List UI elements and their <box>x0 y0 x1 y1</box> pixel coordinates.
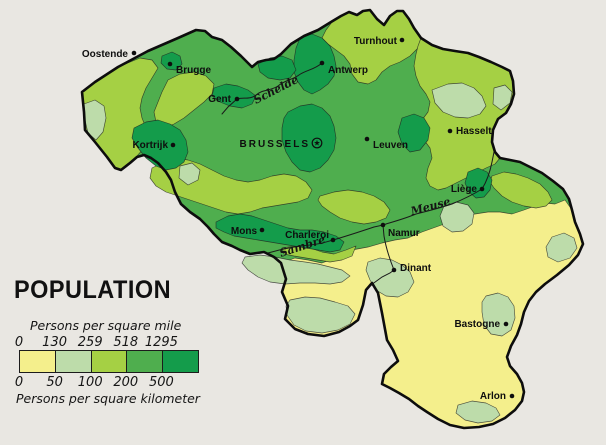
legend-swatch-4 <box>162 351 198 372</box>
tick-mile-0: 0 <box>14 335 24 350</box>
river-meuse <box>370 151 495 286</box>
city-dot-oostende <box>131 50 137 56</box>
city-dot-arlon <box>509 393 515 399</box>
city-dot-leuven <box>364 136 370 142</box>
city-label-lige: Liège <box>451 184 478 195</box>
tick-mile-3: 518 <box>113 335 139 350</box>
river-schelde <box>221 62 323 115</box>
legend-ticks-km: 0 50 100 200 500 <box>15 375 197 390</box>
city-dot-antwerp <box>319 60 325 66</box>
city-label-antwerp: Antwerp <box>328 65 368 76</box>
regions-medium-low-density <box>81 9 553 263</box>
city-label-charleroi: Charleroi <box>285 230 329 241</box>
city-label-leuven: Leuven <box>373 140 408 151</box>
legend-label-square-kilometer: Persons per square kilometer <box>16 391 200 406</box>
tick-km-0: 0 <box>14 375 24 390</box>
regions-high-density <box>131 33 493 253</box>
tick-km-1: 50 <box>46 375 63 390</box>
city-dot-brugge <box>167 61 173 67</box>
capital-marker-ring <box>311 137 323 149</box>
city-label-bastogne: Bastogne <box>454 319 500 330</box>
city-label-brussels: BRUSSELS <box>240 139 310 150</box>
city-dot-lige <box>479 186 485 192</box>
city-dot-mons <box>259 227 265 233</box>
city-label-brugge: Brugge <box>176 65 211 76</box>
city-label-namur: Namur <box>388 228 420 239</box>
legend-swatch-2 <box>90 351 127 372</box>
legend-swatch-3 <box>126 351 163 372</box>
legend-color-bar <box>19 350 199 373</box>
tick-km-2: 100 <box>77 375 103 390</box>
city-label-hasselt: Hasselt <box>456 126 492 137</box>
legend: POPULATION Persons per square mile 0 130 2… <box>14 276 224 406</box>
cities: Oostende Brugge Gent Turnhout Antwerp Hasselt… <box>82 36 515 402</box>
city-label-arlon: Arlon <box>480 391 506 402</box>
city-dot-dinant <box>391 267 397 273</box>
city-dot-hasselt <box>447 128 453 134</box>
river-sambre <box>267 224 384 254</box>
city-dot-gent <box>234 96 240 102</box>
city-label-dinant: Dinant <box>400 263 432 274</box>
tick-km-4: 500 <box>148 375 174 390</box>
city-label-oostende: Oostende <box>82 49 129 60</box>
city-dot-namur <box>380 222 386 228</box>
map-title: POPULATION <box>14 276 172 304</box>
belgium-border <box>80 8 585 430</box>
city-dot-bastogne <box>503 321 509 327</box>
city-label-kortrijk: Kortrijk <box>132 140 168 151</box>
city-dot-charleroi <box>330 237 336 243</box>
legend-swatch-0 <box>20 351 55 372</box>
tick-mile-4: 1295 <box>144 335 178 350</box>
city-label-turnhout: Turnhout <box>354 36 398 47</box>
regions-low-medium-density <box>83 82 578 424</box>
city-dot-kortrijk <box>170 142 176 148</box>
tick-km-3: 200 <box>113 375 139 390</box>
city-dot-turnhout <box>399 37 405 43</box>
legend-ticks-mile: 0 130 259 518 1295 <box>15 335 197 350</box>
capital-marker-star <box>314 139 320 146</box>
city-label-mons: Mons <box>231 226 258 237</box>
legend-label-square-mile: Persons per square mile <box>30 318 182 333</box>
tick-mile-1: 130 <box>42 335 68 350</box>
tick-mile-2: 259 <box>77 335 103 350</box>
legend-swatch-1 <box>54 351 91 372</box>
city-label-gent: Gent <box>208 94 231 105</box>
